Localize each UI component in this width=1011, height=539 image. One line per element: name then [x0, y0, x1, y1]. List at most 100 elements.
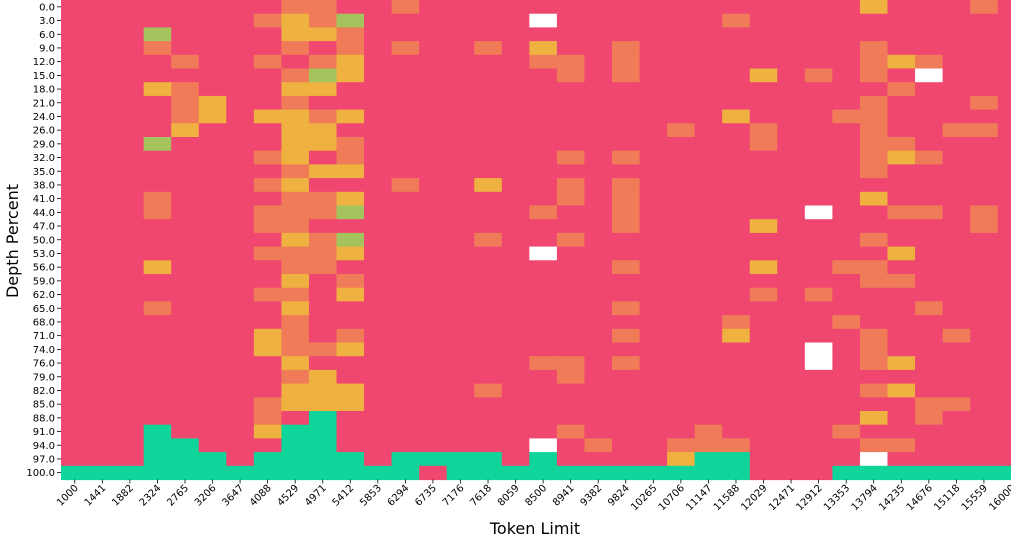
heatmap-cell	[915, 150, 944, 165]
heatmap-cell	[474, 369, 503, 385]
heatmap-cell	[859, 68, 889, 83]
heatmap-cell	[336, 219, 365, 234]
heatmap-cell	[336, 342, 365, 357]
heatmap-cell	[61, 424, 90, 439]
heatmap-cell	[639, 328, 668, 344]
heatmap-cell	[887, 328, 916, 344]
heatmap-cell	[419, 95, 448, 111]
heatmap-cell	[694, 137, 723, 152]
y-tick-label: 12.0	[33, 57, 55, 68]
x-tick-label: 12029	[739, 483, 769, 513]
heatmap-cell	[556, 369, 586, 385]
heatmap-cell	[226, 383, 255, 398]
heatmap-cell	[61, 0, 90, 15]
heatmap-cell	[942, 383, 971, 398]
heatmap-cell	[336, 191, 365, 207]
heatmap-cell	[612, 0, 641, 15]
heatmap-cell	[364, 232, 393, 248]
heatmap-cell	[529, 246, 558, 261]
heatmap-cell	[887, 13, 916, 28]
heatmap-cell	[198, 260, 227, 275]
heatmap-cell	[694, 452, 723, 467]
heatmap-cell	[584, 109, 613, 124]
heatmap-cell	[281, 232, 310, 248]
heatmap-cell	[859, 424, 889, 439]
heatmap-cell	[364, 397, 393, 412]
heatmap-cell	[612, 41, 641, 56]
heatmap-cell	[612, 82, 641, 97]
heatmap-cell	[804, 178, 833, 193]
heatmap-cell	[143, 219, 172, 234]
heatmap-cell	[116, 287, 145, 302]
heatmap-cell	[749, 164, 778, 179]
heatmap-cell	[612, 150, 641, 165]
heatmap-cell	[584, 95, 613, 111]
heatmap-cell	[859, 452, 889, 467]
heatmap-cell	[804, 54, 833, 70]
heatmap-cell	[61, 41, 90, 56]
x-axis-label: Token Limit	[489, 519, 580, 538]
heatmap-cell	[529, 397, 558, 412]
heatmap-cell	[722, 95, 751, 111]
heatmap-cell	[667, 150, 696, 165]
heatmap-cell	[61, 287, 90, 302]
heatmap-cell	[970, 54, 999, 70]
heatmap-cell	[364, 219, 393, 234]
heatmap-cell	[171, 369, 200, 385]
heatmap-cell	[694, 465, 723, 481]
heatmap-cell	[474, 301, 503, 316]
heatmap-cell	[915, 411, 944, 426]
heatmap-cell	[116, 315, 145, 330]
heatmap-cell	[915, 232, 944, 248]
heatmap-cell	[198, 150, 227, 165]
heatmap-cell	[143, 397, 172, 412]
heatmap-cell	[116, 95, 145, 111]
heatmap-cell	[832, 164, 861, 179]
heatmap-cell	[116, 109, 145, 124]
heatmap-cell	[501, 369, 530, 385]
heatmap-cell	[364, 438, 393, 453]
heatmap-cell	[474, 137, 503, 152]
heatmap-cell	[336, 411, 365, 426]
heatmap-cell	[915, 123, 944, 138]
heatmap-cell	[997, 109, 1011, 124]
heatmap-cell	[832, 246, 861, 261]
x-tick-label: 8500	[523, 483, 549, 509]
heatmap-cell	[281, 150, 310, 165]
heatmap-cell	[116, 356, 145, 371]
heatmap-cell	[612, 287, 641, 302]
heatmap-cell	[804, 123, 833, 138]
heatmap-cell	[391, 178, 420, 193]
heatmap-cell	[143, 424, 172, 439]
heatmap-cell	[584, 465, 613, 481]
heatmap-cell	[887, 260, 916, 275]
heatmap-cell	[391, 164, 420, 179]
heatmap-cell	[970, 41, 999, 56]
y-tick-label: 29.0	[33, 139, 55, 150]
heatmap-cell	[364, 95, 393, 111]
heatmap-cell	[143, 411, 172, 426]
heatmap-cell	[308, 41, 338, 56]
heatmap-cell	[887, 246, 916, 261]
heatmap-cell	[88, 328, 117, 344]
heatmap-cell	[749, 123, 778, 138]
heatmap-cell	[722, 452, 751, 467]
heatmap-cell	[612, 397, 641, 412]
heatmap-cell	[88, 397, 117, 412]
heatmap-cell	[419, 54, 448, 70]
heatmap-cell	[722, 191, 751, 207]
heatmap-cell	[308, 397, 338, 412]
heatmap-cell	[887, 274, 916, 289]
heatmap-cell	[88, 342, 117, 357]
heatmap-cell	[253, 356, 282, 371]
heatmap-cell	[88, 369, 117, 385]
heatmap-cell	[391, 246, 420, 261]
x-tick-label: 11588	[712, 483, 742, 513]
heatmap-cell	[88, 54, 117, 70]
heatmap-cell	[667, 178, 696, 193]
heatmap-cell	[942, 274, 971, 289]
heatmap-cell	[171, 82, 200, 97]
heatmap-cell	[474, 328, 503, 344]
heatmap-cell	[859, 95, 889, 111]
heatmap-cell	[171, 205, 200, 220]
